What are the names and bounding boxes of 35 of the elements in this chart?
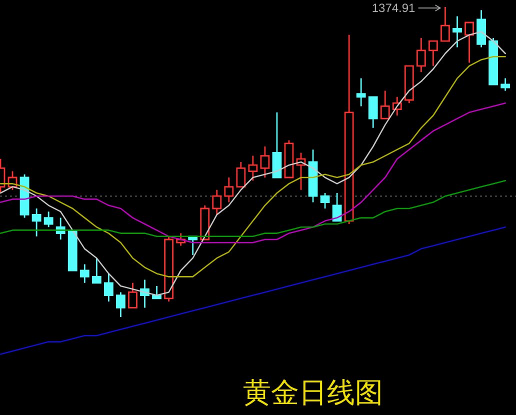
candlestick: [164, 236, 174, 302]
candlestick: [344, 34, 354, 225]
candlestick: [248, 155, 258, 182]
candlestick: [32, 208, 42, 238]
candlestick: [464, 22, 474, 64]
candlestick: [188, 236, 198, 256]
text: 黄金日线图: [243, 376, 383, 409]
candlestick: [212, 189, 222, 216]
candlestick: [104, 272, 114, 302]
candlestick: [236, 161, 246, 188]
candlestick: [308, 148, 318, 203]
candlestick: [272, 112, 282, 178]
candlestick: [128, 282, 138, 308]
candlestick: [356, 78, 366, 107]
candlestick: [440, 6, 450, 42]
candlestick: [92, 257, 102, 284]
candlestick: [80, 264, 90, 284]
candlestick: [332, 192, 342, 222]
candlestick: [380, 90, 390, 120]
candlestick: [224, 176, 234, 203]
candlestick: [368, 96, 378, 129]
annotation: 1374.91: [372, 1, 416, 15]
candlestick: [320, 192, 330, 210]
candlestick: [284, 140, 294, 178]
candlestick: [68, 230, 78, 272]
candlestick: [44, 210, 54, 228]
candlestick: [488, 37, 498, 86]
candlestick: [404, 65, 414, 104]
candlestick: [116, 292, 126, 318]
candlestick: [452, 16, 462, 48]
candlestick: [500, 78, 510, 92]
candlestick: [260, 146, 270, 178]
candlestick: [428, 40, 438, 67]
candlestick: [476, 9, 486, 48]
candlestick: [416, 37, 426, 73]
